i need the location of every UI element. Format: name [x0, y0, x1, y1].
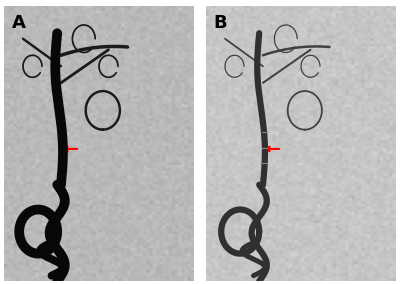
Text: A: A: [12, 14, 26, 32]
Text: B: B: [214, 14, 227, 32]
